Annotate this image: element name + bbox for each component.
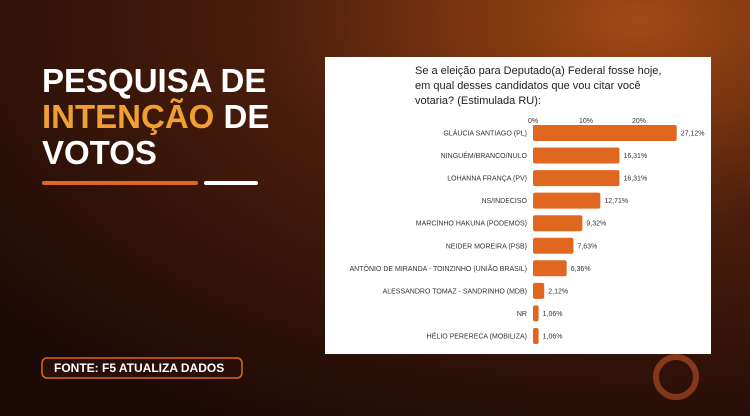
logo <box>653 354 699 400</box>
category-label: NS/INDECISO <box>481 198 527 205</box>
bar <box>533 260 567 277</box>
category-label: HÉLIO PERERECA (MOBILIZA) <box>427 331 527 340</box>
source: FONTE: F5 ATUALIZA DADOS <box>54 361 224 375</box>
bar <box>533 192 601 209</box>
bar <box>533 237 574 254</box>
category-label: LOHANNA FRANÇA (PV) <box>447 176 527 183</box>
source-box <box>41 357 243 379</box>
x-tick-label: 10% <box>579 118 593 125</box>
value-label: 16,31% <box>623 176 647 183</box>
bar <box>533 125 677 141</box>
bar <box>533 170 620 187</box>
headline-highlight: INTENÇÃO <box>42 98 214 135</box>
x-tick-label: 20% <box>632 118 646 125</box>
headline-rest: DE <box>224 98 270 135</box>
category-label: NINGUÉM/BRANCO/NULO <box>441 151 528 160</box>
bar <box>533 282 545 299</box>
category-label: MARCINHO HAKUNA (PODEMOS) <box>416 221 527 228</box>
bar <box>533 327 539 344</box>
value-label: 1,06% <box>543 333 563 340</box>
underline-white <box>204 181 258 185</box>
category-label: NEIDER MOREIRA (PSB) <box>446 243 527 250</box>
bar <box>533 305 539 322</box>
value-label: 1,06% <box>543 311 563 318</box>
value-label: 2,12% <box>548 288 568 295</box>
value-label: 9,32% <box>586 221 606 228</box>
headline-line3: VOTOS <box>42 134 157 171</box>
value-label: 6,36% <box>571 266 591 273</box>
chart-panel <box>325 57 711 354</box>
category-label: GLÁUCIA SANTIAGO (PL) <box>443 129 527 138</box>
chart-title: votaria? (Estimulada RU): <box>415 95 541 107</box>
bar <box>533 215 583 232</box>
value-label: 27,12% <box>681 131 705 138</box>
category-label: NR <box>517 311 527 318</box>
chart-title: Se a eleição para Deputado(a) Federal fo… <box>415 65 661 77</box>
category-label: ANTÔNIO DE MIRANDA - TOINZINHO (UNIÃO BR… <box>350 264 527 273</box>
headline-line2: INTENÇÃO DE <box>42 98 269 135</box>
headline-line1: PESQUISA DE <box>42 62 266 99</box>
category-label: ALESSANDRO TOMAZ - SANDRINHO (MDB) <box>383 288 527 295</box>
value-label: 16,31% <box>623 153 647 160</box>
value-label: 7,63% <box>577 243 597 250</box>
x-tick-label: 0% <box>528 118 538 125</box>
chart-title: em qual desses candidatos que vou citar … <box>415 80 641 92</box>
bar <box>533 147 620 164</box>
underline-orange <box>42 181 198 185</box>
value-label: 12,71% <box>604 198 628 205</box>
